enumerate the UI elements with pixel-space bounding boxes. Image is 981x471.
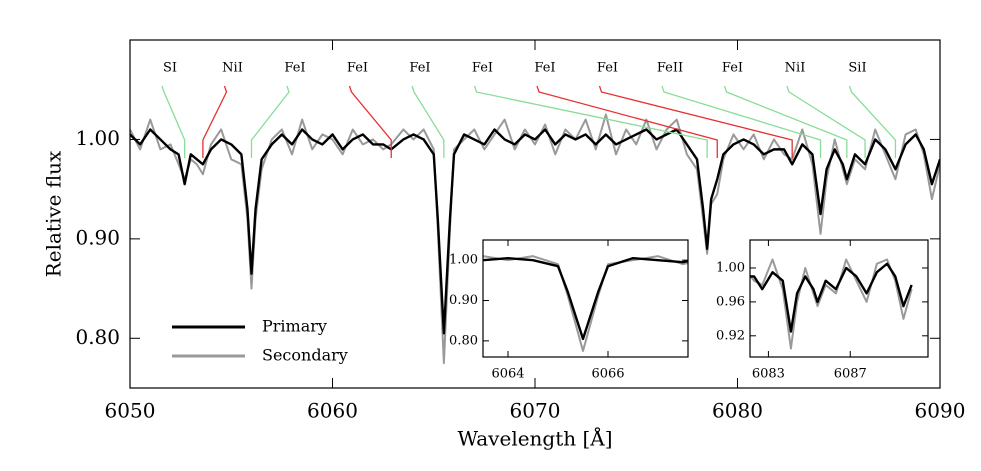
line-label: FeI xyxy=(534,61,555,76)
line-label: FeI xyxy=(347,61,368,76)
line-pointer xyxy=(202,85,228,158)
line-label: SiI xyxy=(848,61,866,76)
line-pointer xyxy=(411,85,445,158)
legend-label: Primary xyxy=(262,317,327,336)
line-pointer xyxy=(536,85,718,158)
y-tick-label: 0.96 xyxy=(716,294,745,309)
y-tick-label: 1.00 xyxy=(716,260,745,275)
plot-frame xyxy=(482,239,689,358)
x-tick-label: 6060 xyxy=(307,399,358,423)
line-label: SI xyxy=(163,61,177,76)
line-label: FeI xyxy=(409,61,430,76)
spectrum-line xyxy=(750,258,913,350)
line-pointer xyxy=(786,85,866,158)
line-pointer xyxy=(723,85,848,158)
x-tick-label: 6083 xyxy=(752,367,785,382)
plot-frame xyxy=(749,239,929,358)
y-tick-label: 0.80 xyxy=(75,325,120,349)
line-pointer xyxy=(661,85,822,158)
line-pointer xyxy=(598,85,793,158)
x-axis-label: Wavelength [Å] xyxy=(457,426,612,451)
x-tick-label: 6080 xyxy=(712,399,763,423)
line-pointer xyxy=(250,85,290,158)
line-label: FeI xyxy=(284,61,305,76)
x-tick-label: 6070 xyxy=(510,399,561,423)
series-group xyxy=(130,113,940,365)
legend-label: Secondary xyxy=(262,346,348,365)
x-tick-label: 6066 xyxy=(591,367,624,382)
line-label: NiI xyxy=(222,61,243,76)
y-tick-label: 0.90 xyxy=(75,225,120,249)
series-group xyxy=(750,258,913,350)
line-pointer xyxy=(348,85,392,158)
y-tick-label: 1.00 xyxy=(449,253,478,268)
x-tick-label: 6090 xyxy=(915,399,966,423)
line-label: FeI xyxy=(472,61,493,76)
y-tick-label: 0.80 xyxy=(449,333,478,348)
x-tick-label: 6087 xyxy=(834,367,867,382)
y-axis-label: Relative flux xyxy=(42,150,66,277)
line-label: FeII xyxy=(657,61,683,76)
x-tick-label: 6050 xyxy=(105,399,156,423)
line-pointer xyxy=(473,85,708,158)
y-tick-label: 0.90 xyxy=(449,293,478,308)
x-tick-label: 6064 xyxy=(491,367,524,382)
y-tick-label: 1.00 xyxy=(75,126,120,150)
y-tick-label: 0.92 xyxy=(716,328,745,343)
line-label: FeI xyxy=(597,61,618,76)
line-pointer xyxy=(161,85,186,158)
line-label: FeI xyxy=(722,61,743,76)
line-label: NiI xyxy=(785,61,806,76)
line-pointer xyxy=(848,85,897,158)
spectrum-line xyxy=(750,262,913,333)
spectrum-line xyxy=(130,128,940,335)
